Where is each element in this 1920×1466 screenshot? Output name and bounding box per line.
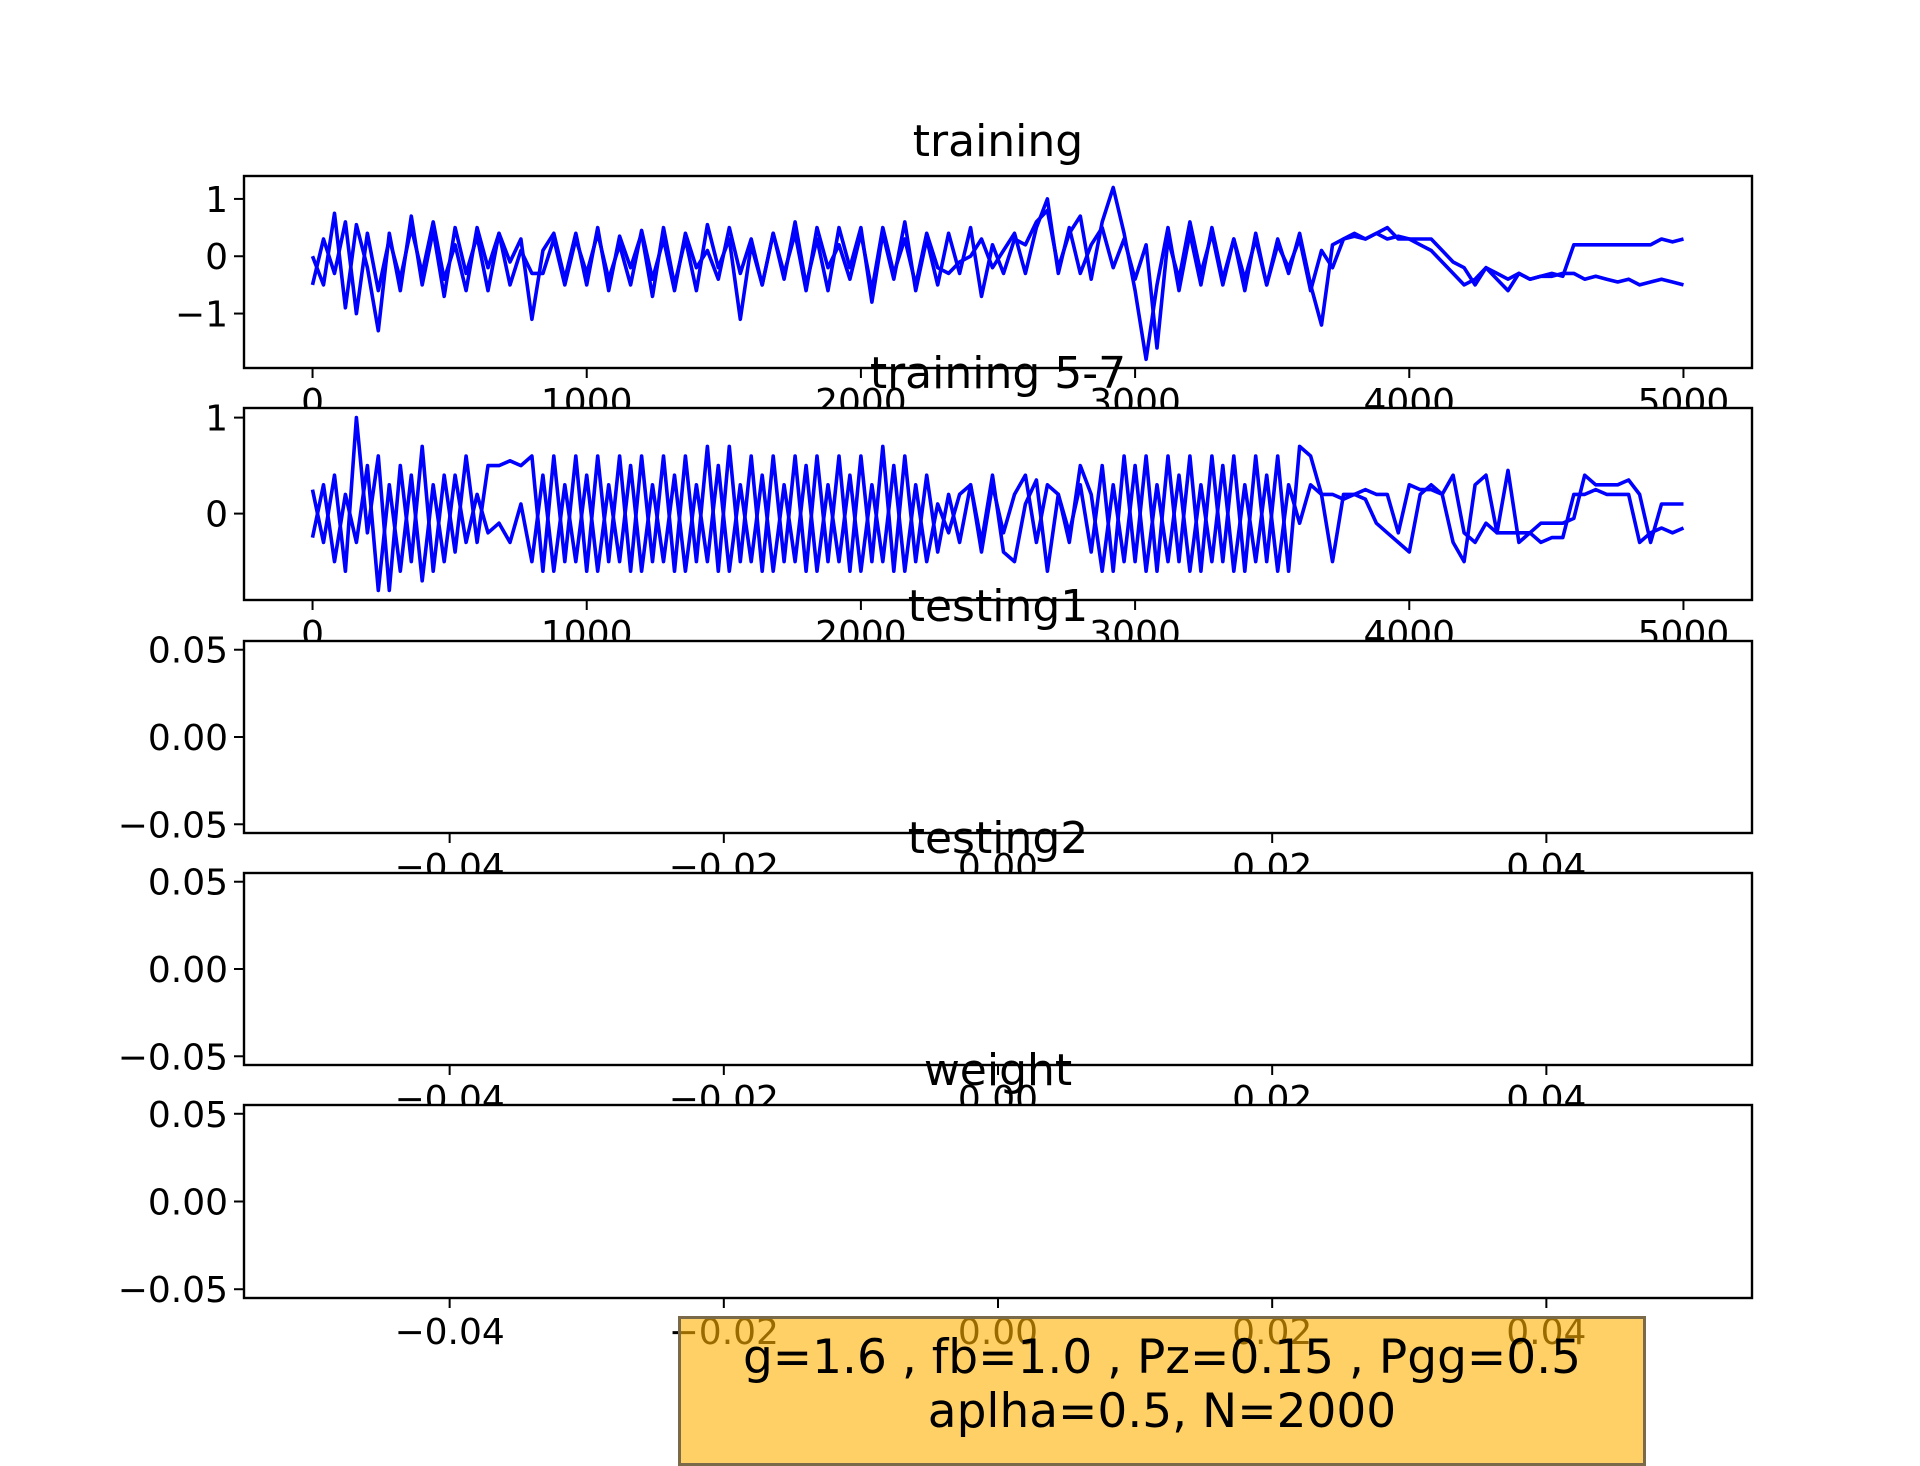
subplot-5: −0.04−0.020.000.020.040.050.00−0.05	[118, 1095, 1754, 1353]
subplot-title: training	[913, 116, 1083, 167]
axes-frame	[242, 1103, 1754, 1300]
y-tick-label: 0.00	[148, 950, 228, 991]
y-tick-label: −0.05	[118, 1037, 228, 1078]
y-tick-label: 0	[205, 237, 228, 278]
subplot-title: training 5-7	[870, 348, 1126, 399]
y-tick-label: 0.00	[148, 1183, 228, 1224]
y-tick-label: 1	[205, 399, 228, 440]
series-line-2	[310, 463, 1685, 593]
y-tick-label: 0.00	[148, 718, 228, 759]
y-tick-label: 0.05	[148, 631, 228, 672]
x-tick-label: −0.04	[394, 1312, 504, 1353]
y-tick-label: 0.05	[148, 863, 228, 904]
parameters-annotation-box: g=1.6 , fb=1.0 , Pz=0.15 , Pgg=0.5 aplha…	[678, 1316, 1646, 1466]
subplot-3: −0.04 −0.02 0.00 0.02 0.040.050.00−0.05	[118, 631, 1754, 888]
parameters-line-2: aplha=0.5, N=2000	[927, 1384, 1397, 1439]
y-tick-label: −0.05	[118, 1270, 228, 1311]
subplot-title: testing2	[908, 813, 1089, 864]
axes-frame	[242, 174, 1754, 370]
y-tick-label: −0.05	[118, 805, 228, 846]
subplot-title: testing1	[908, 581, 1089, 632]
y-tick-label: 0	[205, 495, 228, 536]
axes-frame	[242, 871, 1754, 1067]
axes-frame	[242, 639, 1754, 835]
y-tick-label: −1	[175, 295, 228, 336]
y-tick-label: 0.05	[148, 1095, 228, 1136]
parameters-line-1: g=1.6 , fb=1.0 , Pz=0.15 , Pgg=0.5	[742, 1330, 1582, 1385]
series-line-2	[310, 197, 1684, 350]
subplot-title: weight	[924, 1045, 1072, 1096]
y-tick-label: 1	[205, 180, 228, 221]
